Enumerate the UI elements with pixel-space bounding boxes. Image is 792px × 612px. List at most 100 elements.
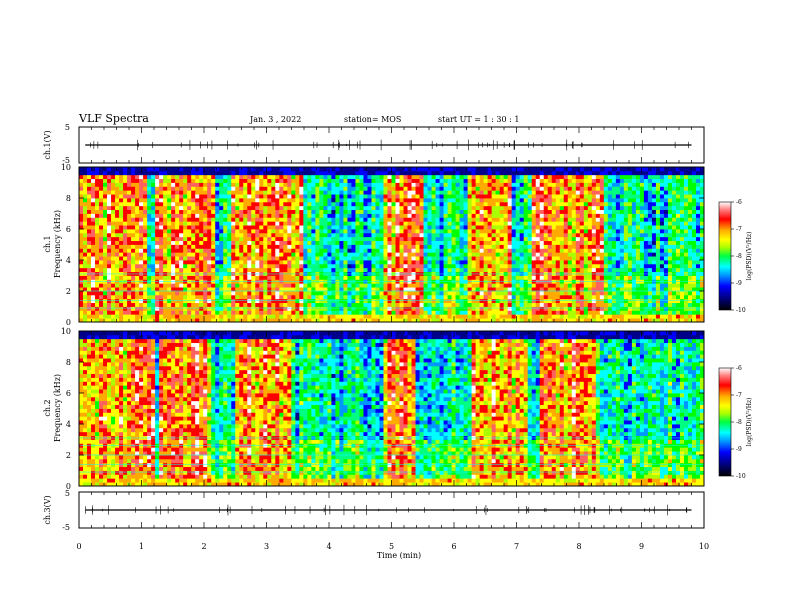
spectrogram-cell (431, 194, 436, 199)
spectrogram-cell (131, 167, 136, 172)
spectrogram-cell (79, 275, 84, 280)
spectrogram-cell (295, 209, 300, 214)
spectrogram-cell (227, 240, 232, 245)
spectrogram-cell (335, 310, 340, 315)
spectrogram-cell (483, 205, 489, 211)
spectrogram-cell (567, 194, 573, 199)
spectrogram-cell (443, 302, 448, 307)
spectrogram-cell (503, 287, 509, 292)
spectrogram-cell (395, 275, 400, 280)
spectrogram-cell (223, 275, 228, 280)
spectrogram-cell (395, 178, 400, 183)
spectrogram-cell (283, 291, 288, 296)
spectrogram-cell (535, 275, 541, 280)
ch1-ytick-top: 5 (65, 123, 70, 132)
spectrogram-cell (319, 248, 324, 253)
spectrogram-cell (195, 186, 200, 191)
spectrogram-cell (251, 217, 256, 222)
spectrogram-cell (563, 182, 569, 187)
spectrogram-cell (95, 275, 100, 280)
spectrogram-cell (203, 213, 208, 218)
spectrogram-cell (499, 182, 505, 187)
spectrogram-cell (539, 225, 545, 230)
spectrogram-cell (415, 209, 420, 214)
spectrogram-cell (423, 205, 428, 211)
spectrogram-cell (87, 221, 92, 226)
spectrogram-cell (243, 236, 248, 242)
spectrogram-cell (539, 306, 545, 311)
spectrogram-cell (391, 302, 396, 307)
spectrogram-cell (299, 194, 304, 199)
spectrogram-cell (291, 263, 296, 269)
spectrogram-cell (83, 225, 88, 230)
spectrogram-cell (147, 236, 152, 242)
spectrogram-cell (359, 256, 364, 261)
spectrogram-cell (479, 310, 485, 315)
spectrogram-cell (191, 314, 196, 319)
spectrogram-cell (207, 283, 212, 288)
spectrogram-cell (291, 310, 296, 315)
spectrogram-cell (279, 302, 284, 307)
spectrogram-cell (387, 298, 392, 304)
spectrogram-cell (283, 209, 288, 214)
spectrogram-cell (371, 256, 376, 261)
spectrogram-cell (175, 209, 180, 214)
spectrogram-cell (255, 263, 260, 269)
spectrogram-cell (355, 229, 360, 234)
spectrogram-cell (371, 275, 376, 280)
spectrogram-cell (195, 167, 200, 172)
spectrogram-cell (367, 314, 372, 319)
spectrogram-cell (167, 217, 172, 222)
spectrogram-cell (339, 198, 344, 203)
spectrogram-cell (287, 170, 292, 176)
spectrogram-cell (399, 236, 404, 242)
spectrogram-cell (391, 186, 396, 191)
spectrogram-cell (383, 256, 388, 261)
spectrogram-cell (135, 240, 140, 245)
spectrogram-cell (531, 275, 537, 280)
spectrogram-cell (383, 201, 388, 207)
spectrogram-cell (171, 182, 176, 187)
spectrogram-cell (515, 240, 521, 245)
spectrogram-cell (403, 314, 408, 319)
spectrogram-cell (343, 302, 348, 307)
spectrogram-cell (223, 236, 228, 242)
spectrogram-cell (231, 213, 236, 218)
spectrogram-cell (111, 167, 116, 172)
spectrogram-cell (427, 167, 432, 172)
spectrogram-cell (151, 314, 156, 319)
spectrogram-cell (479, 267, 485, 273)
spectrogram-cell (563, 217, 569, 222)
spectrogram-cell (199, 167, 204, 172)
spectrogram-cell (391, 294, 396, 300)
spectrogram-cell (463, 310, 469, 315)
spectrogram-cell (227, 291, 232, 296)
spectrogram-cell (283, 248, 288, 253)
spectrogram-cell (431, 190, 436, 195)
spectrogram-cell (311, 248, 316, 253)
spectrogram-cell (547, 248, 553, 253)
spectrogram-cell (515, 283, 521, 288)
spectrogram-cell (371, 283, 376, 288)
spectrogram-cell (123, 256, 128, 261)
spectrogram-cell (559, 260, 565, 265)
spectrogram-cell (227, 283, 232, 288)
spectrogram-cell (111, 170, 116, 176)
spectrogram-cell (519, 174, 525, 180)
spectrogram-cell (115, 310, 120, 315)
spectrogram-cell (223, 310, 228, 315)
spectrogram-cell (551, 170, 557, 176)
spectrogram-cell (403, 252, 408, 257)
spectrogram-cell (195, 256, 200, 261)
spectrogram-cell (307, 205, 312, 211)
spectrogram-cell (147, 310, 152, 315)
spectrogram-cell (503, 283, 509, 288)
spectrogram-cell (155, 232, 160, 238)
spectrogram-cell (439, 283, 444, 288)
spectrogram-cell (495, 217, 501, 222)
spectrogram-cell (291, 186, 296, 191)
spectrogram-cell (247, 221, 252, 226)
spectrogram-cell (415, 170, 420, 176)
spectrogram-cell (519, 283, 525, 288)
